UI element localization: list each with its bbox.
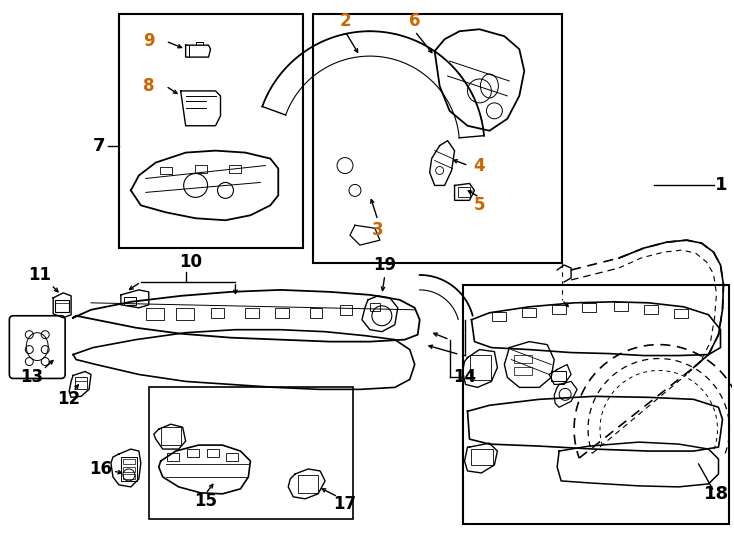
Text: 4: 4 [473,157,485,174]
Bar [175,308,194,320]
Text: 1: 1 [715,177,727,194]
Bar [75,377,87,389]
Bar [123,459,135,464]
Bar [493,312,506,321]
Bar [195,165,206,172]
Text: 2: 2 [339,12,351,30]
Bar [313,15,562,263]
Bar [275,308,289,318]
Text: 9: 9 [143,32,155,50]
Bar [582,303,596,312]
Bar [227,453,239,461]
Bar [123,474,135,479]
Bar [515,368,532,375]
Text: 16: 16 [90,460,112,478]
Bar [186,449,199,457]
Bar [161,427,181,445]
Text: 13: 13 [20,368,43,387]
Bar [310,308,322,318]
Bar [674,309,688,318]
Text: 17: 17 [333,495,357,513]
Text: 8: 8 [143,77,155,95]
Bar [245,308,259,318]
Bar [471,449,493,465]
Bar [211,308,225,318]
Bar [123,467,135,472]
Text: 6: 6 [409,12,421,30]
Bar [552,305,566,314]
Bar [523,308,537,317]
Bar [206,449,219,457]
Text: 18: 18 [704,485,729,503]
Text: 7: 7 [92,137,105,154]
Bar [644,305,658,314]
Bar [462,285,730,524]
Bar [515,355,532,362]
Bar [614,302,628,311]
Text: 11: 11 [28,266,51,284]
Text: 14: 14 [453,368,476,387]
Bar [167,453,178,461]
Bar [470,355,492,380]
Text: 19: 19 [374,256,396,274]
Text: 10: 10 [179,253,202,271]
Bar [370,303,380,311]
Bar [146,308,164,320]
Text: 12: 12 [57,390,81,408]
Bar [55,300,69,312]
Text: 3: 3 [372,221,384,239]
Bar [160,166,172,174]
Text: 15: 15 [194,492,217,510]
Bar [119,15,303,248]
Bar [457,187,470,198]
Bar [149,387,353,519]
Bar [551,372,566,381]
Bar [230,165,241,172]
Bar [340,305,352,315]
Bar [124,297,136,305]
Bar [121,457,137,481]
Bar [298,475,318,493]
Text: 5: 5 [473,197,485,214]
